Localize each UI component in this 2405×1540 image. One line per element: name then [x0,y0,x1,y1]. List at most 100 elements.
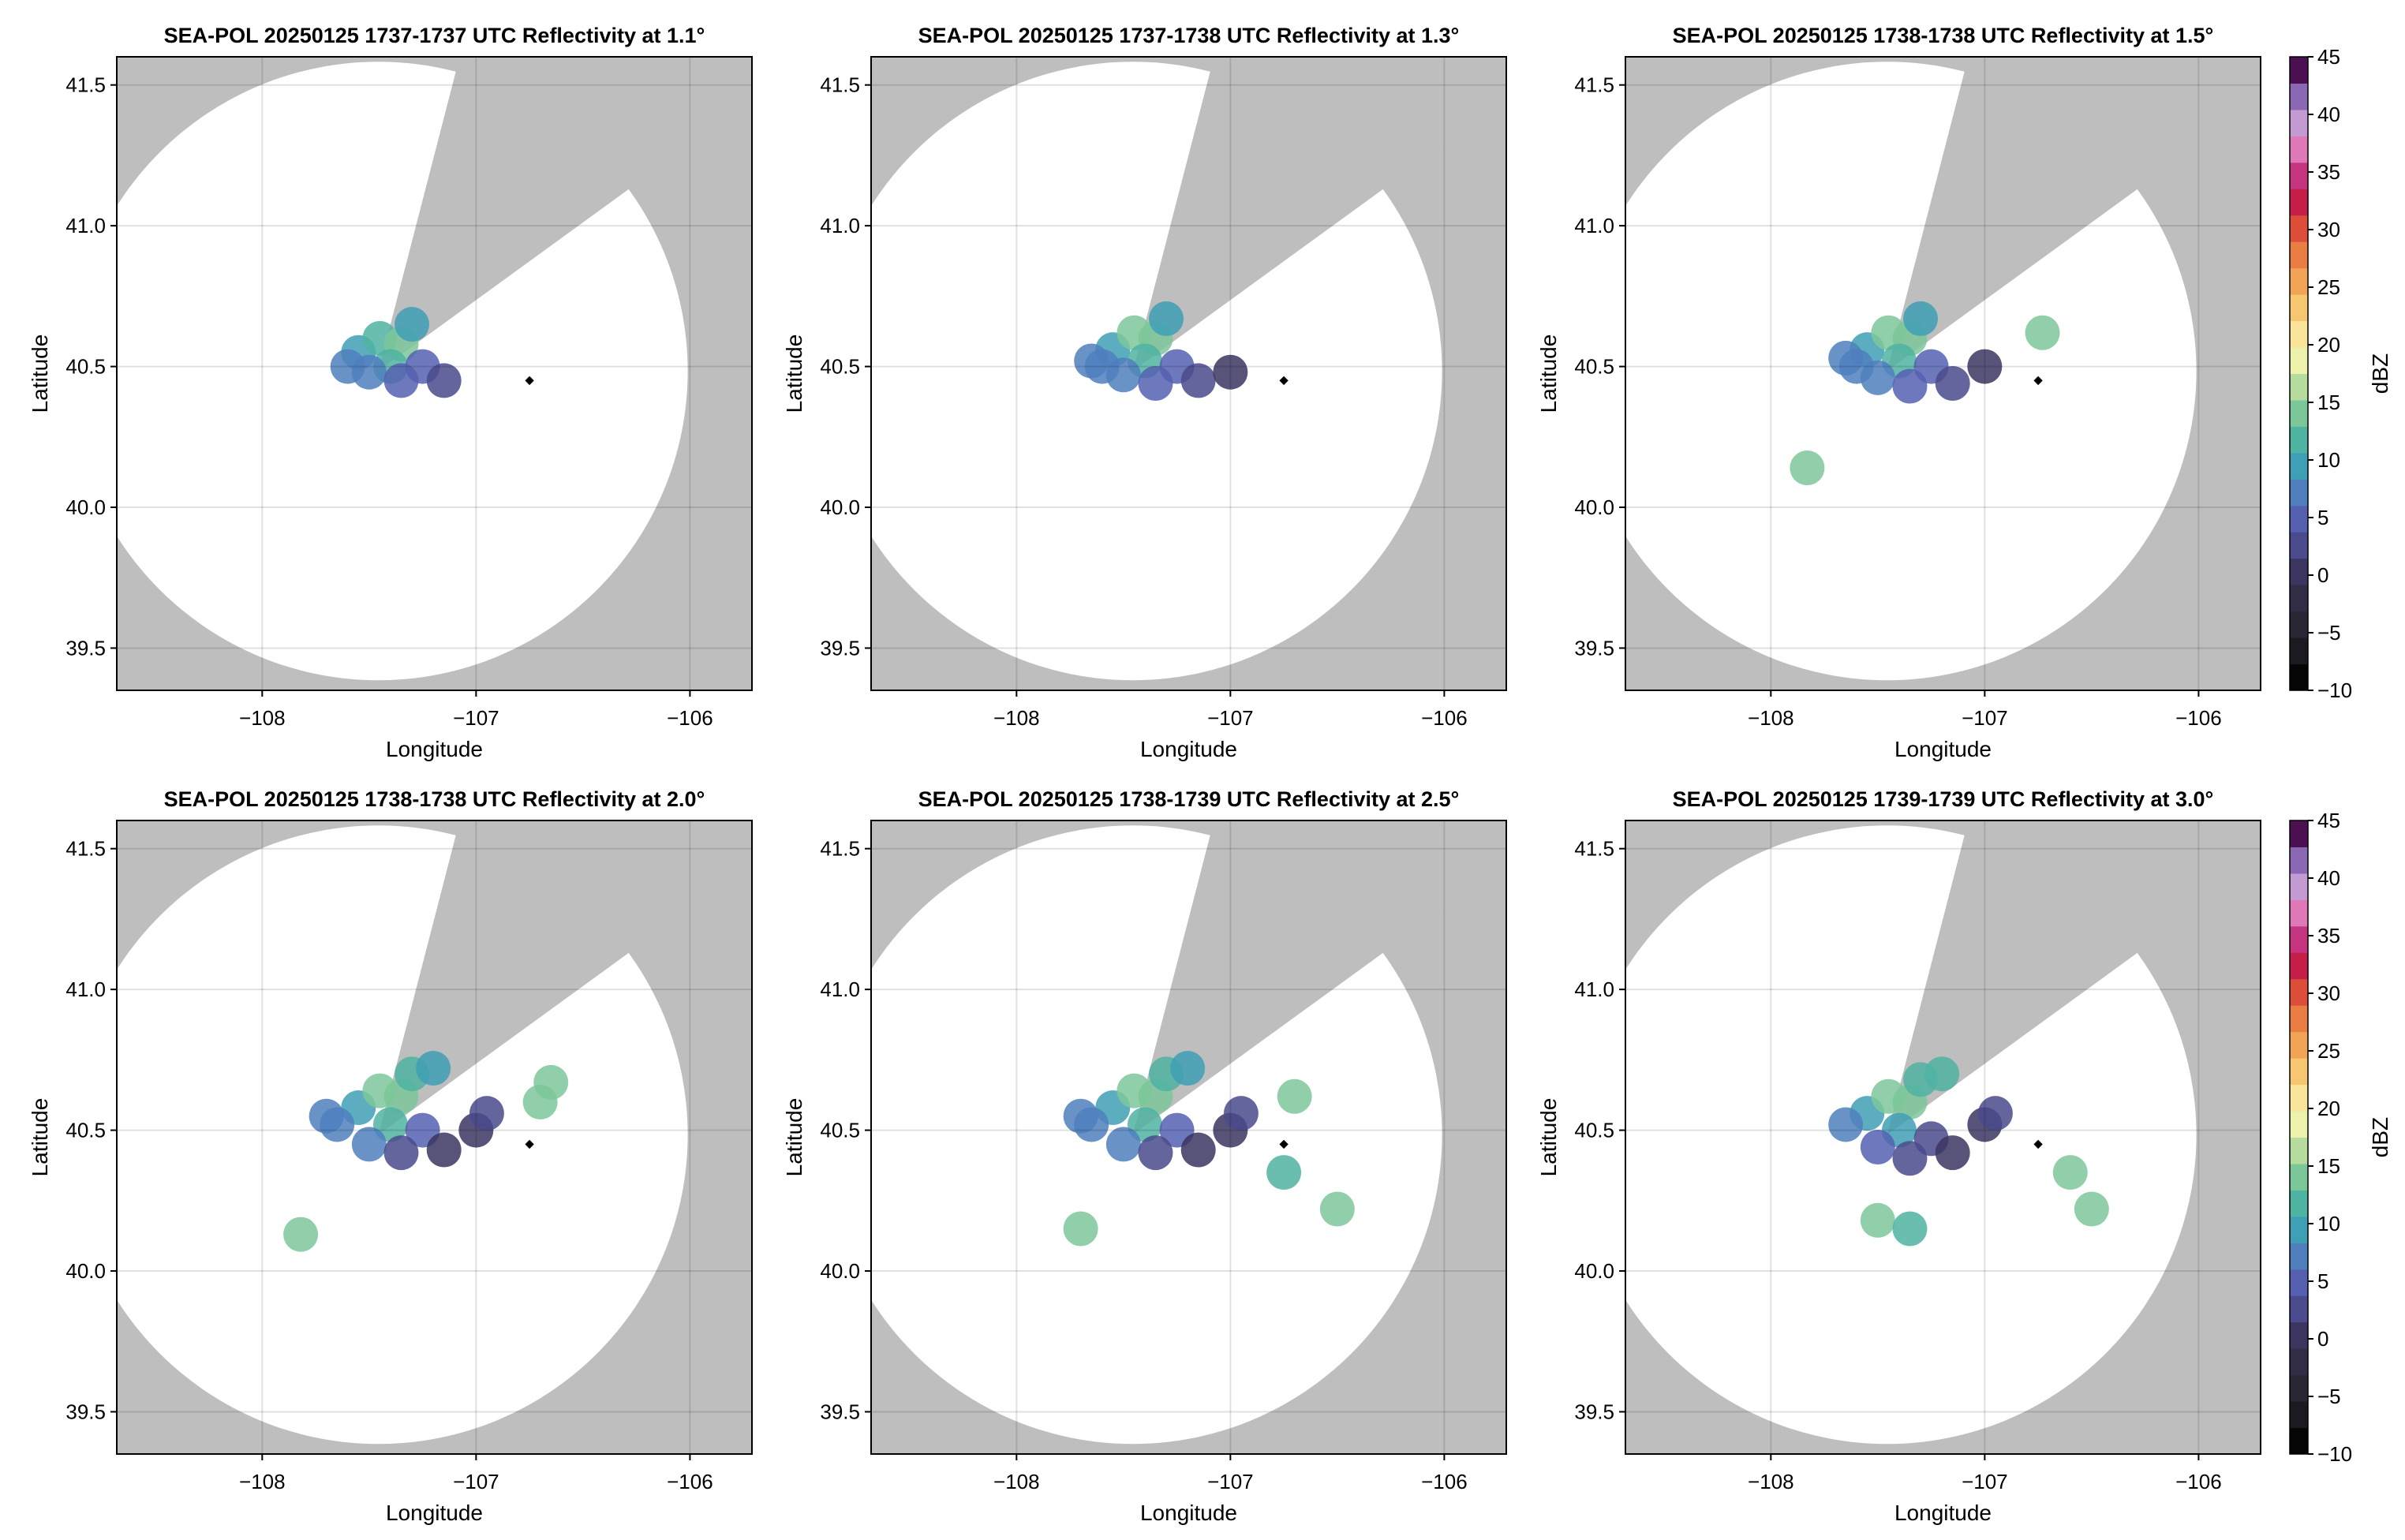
map-panel: −108 −107 −106 39.5 40.0 40.5 41.0 41.5 SEA-POL … [1536,787,2392,1525]
colorbar-band [2290,162,2308,189]
colorbar-band [2290,1216,2308,1243]
echo-cell [1319,1191,1355,1227]
x-tick-label: −107 [1962,706,2008,730]
x-tick-label: −107 [1207,706,1254,730]
colorbar-band [2290,663,2308,691]
plot-frame [116,56,753,691]
colorbar-tick-label: 35 [2317,924,2340,948]
echo-cell [1860,360,1895,395]
colorbar-tick-label: 15 [2317,391,2340,414]
x-tick-label: −107 [453,706,499,730]
colorbar-band [2290,820,2308,847]
colorbar-band [2290,505,2308,533]
echo-cell [1860,1202,1895,1238]
colorbar-label: dBZ [2368,353,2392,394]
colorbar-tick-label: 0 [2317,1327,2328,1351]
y-tick-label: 41.0 [65,977,106,1001]
colorbar-tick-label: −10 [2317,678,2352,702]
colorbar-band [2290,1374,2308,1402]
x-tick-label: −107 [1207,1470,1254,1493]
colorbar-label: dBZ [2368,1117,2392,1157]
y-tick-label: 40.5 [1574,1119,1614,1142]
y-tick-label: 39.5 [820,636,860,660]
site-marker [1279,376,1289,386]
y-axis-label: Latitude [782,1098,806,1177]
y-tick-label: 40.0 [65,1259,106,1283]
x-tick-label: −106 [667,1470,713,1493]
y-axis-label: Latitude [782,335,806,413]
colorbar-band [2290,978,2308,1006]
echo-cell [2074,1191,2109,1227]
colorbar-tick-label: 45 [2317,45,2340,69]
colorbar-band [2290,347,2308,374]
chart-title: SEA-POL 20250125 1738-1738 UTC Reflectiv… [1673,24,2214,47]
plot-area [117,820,752,1454]
colorbar-tick-label: 45 [2317,809,2340,832]
echo-cell [1105,1127,1141,1162]
echo-cell [351,354,387,390]
x-tick-label: −108 [993,706,1040,730]
x-axis-label: Longitude [386,737,483,761]
plot-frame [870,56,1507,691]
site-marker [2033,1139,2043,1149]
map-panel: −108 −107 −106 39.5 40.0 40.5 41.0 41.5 SEA-POL … [782,787,1507,1525]
x-axis-label: Longitude [386,1501,483,1525]
colorbar-band [2290,847,2308,874]
y-tick-label: 40.0 [1574,1259,1614,1283]
colorbar-band [2290,1111,2308,1138]
plot-area [871,820,1506,1454]
blocked-sector [1887,820,2261,1135]
echo-cell [1790,450,1825,486]
y-axis-label: Latitude [1536,335,1561,413]
y-tick-label: 40.0 [820,1259,860,1283]
chart-title: SEA-POL 20250125 1737-1738 UTC Reflectiv… [918,24,1460,47]
colorbar-band [2290,558,2308,585]
echo-cell [1903,301,1939,336]
colorbar-band [2290,637,2308,665]
map-panel: −108 −107 −106 39.5 40.0 40.5 41.0 41.5 SEA-POL … [28,24,753,761]
colorbar-tick-label: 5 [2317,506,2328,529]
colorbar-band [2290,1163,2308,1191]
colorbar-tick-label: 20 [2317,333,2340,357]
echo-cell [1277,1078,1312,1114]
x-axis-label: Longitude [1140,1501,1237,1525]
colorbar-band [2290,320,2308,348]
site-marker [2033,376,2043,386]
colorbar-band [2290,189,2308,216]
plot-frame [870,820,1507,1455]
echo-cell [1074,343,1109,379]
echo-cell [1924,1056,1960,1092]
y-tick-label: 39.5 [1574,1400,1614,1423]
echo-cell [1063,1098,1098,1134]
echo-cell [1213,354,1248,390]
plot-area [1625,57,2261,690]
y-tick-label: 41.5 [1574,73,1614,97]
echo-cell [1170,1051,1206,1086]
echo-cell [1967,349,2003,384]
colorbar-frame [2289,56,2309,691]
colorbar-band [2290,1190,2308,1217]
blocked-sector [378,57,752,372]
x-axis-label: Longitude [1894,737,1992,761]
colorbar-band [2290,241,2308,269]
y-tick-label: 40.5 [820,1119,860,1142]
colorbar-band [2290,1427,2308,1455]
site-marker [525,376,534,386]
colorbar-band [2290,1295,2308,1323]
y-tick-label: 40.0 [820,495,860,519]
x-tick-label: −106 [2175,1470,2222,1493]
colorbar-band [2290,611,2308,638]
colorbar-tick-label: −10 [2317,1442,2352,1466]
echo-cell [469,1096,504,1131]
echo-cell [283,1217,319,1252]
y-tick-label: 41.0 [1574,214,1614,237]
echo-cell [1149,301,1184,336]
y-tick-label: 41.5 [65,73,106,97]
echo-cell [309,1098,344,1134]
site-marker [1279,1139,1289,1149]
colorbar-tick-label: 20 [2317,1097,2340,1120]
echo-cell [533,1064,569,1100]
colorbar-band [2290,399,2308,427]
y-tick-label: 39.5 [65,1400,106,1423]
